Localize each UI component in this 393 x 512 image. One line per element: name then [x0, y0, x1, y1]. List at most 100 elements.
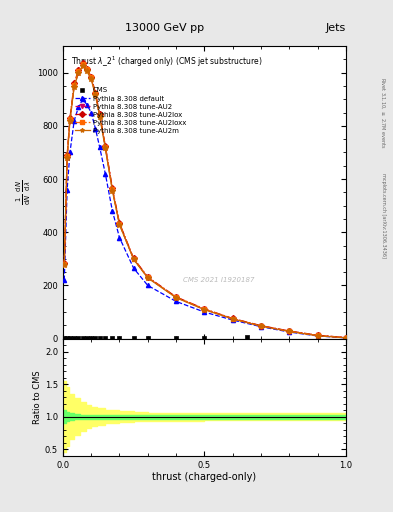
Pythia 8.308 tune-AU2loxx [343, 334, 348, 340]
Pythia 8.308 default [93, 125, 98, 132]
Pythia 8.308 tune-AU2lox [110, 185, 115, 191]
Pythia 8.308 tune-AU2m [145, 275, 150, 281]
CMS [97, 334, 103, 342]
Pythia 8.308 tune-AU2loxx [68, 116, 72, 122]
Pythia 8.308 tune-AU2loxx [315, 332, 320, 338]
Pythia 8.308 tune-AU2 [315, 332, 320, 338]
Pythia 8.308 tune-AU2loxx [103, 143, 108, 150]
Pythia 8.308 tune-AU2m [72, 83, 77, 90]
Pythia 8.308 default [76, 104, 81, 110]
Pythia 8.308 tune-AU2 [89, 75, 94, 81]
Pythia 8.308 tune-AU2lox [230, 315, 235, 322]
Pythia 8.308 tune-AU2lox [131, 255, 136, 262]
Y-axis label: Ratio to CMS: Ratio to CMS [33, 370, 42, 424]
Pythia 8.308 tune-AU2 [93, 91, 98, 97]
Pythia 8.308 tune-AU2loxx [117, 221, 122, 227]
Pythia 8.308 tune-AU2lox [174, 294, 178, 300]
CMS [130, 334, 137, 342]
CMS [145, 334, 151, 342]
Y-axis label: $\frac{1}{\mathrm{d}N}$ $\frac{\mathrm{d}N}{\mathrm{d}\lambda}$: $\frac{1}{\mathrm{d}N}$ $\frac{\mathrm{d… [15, 180, 33, 205]
Pythia 8.308 tune-AU2lox [76, 67, 81, 73]
Pythia 8.308 default [97, 144, 102, 150]
Pythia 8.308 tune-AU2lox [62, 260, 67, 266]
CMS [116, 334, 123, 342]
CMS [109, 334, 116, 342]
Text: Thrust $\lambda$_2$^1$ (charged only) (CMS jet substructure): Thrust $\lambda$_2$^1$ (charged only) (C… [72, 55, 263, 69]
Pythia 8.308 default [202, 309, 207, 315]
CMS [92, 334, 99, 342]
Pythia 8.308 tune-AU2loxx [93, 90, 98, 96]
CMS [75, 334, 82, 342]
Pythia 8.308 default [65, 187, 70, 193]
Text: Rivet 3.1.10, $\geq$ 2.7M events: Rivet 3.1.10, $\geq$ 2.7M events [379, 77, 387, 148]
Pythia 8.308 tune-AU2loxx [76, 68, 81, 74]
Pythia 8.308 default [68, 150, 72, 156]
Pythia 8.308 tune-AU2 [68, 117, 72, 123]
Pythia 8.308 tune-AU2m [68, 118, 72, 124]
Pythia 8.308 default [174, 298, 178, 305]
Pythia 8.308 tune-AU2m [62, 262, 67, 268]
Pythia 8.308 tune-AU2lox [145, 274, 150, 280]
Pythia 8.308 tune-AU2 [259, 323, 263, 329]
Line: Pythia 8.308 tune-AU2: Pythia 8.308 tune-AU2 [62, 62, 348, 339]
Pythia 8.308 default [287, 329, 292, 335]
Pythia 8.308 tune-AU2m [76, 70, 81, 76]
Pythia 8.308 tune-AU2 [97, 112, 102, 118]
Pythia 8.308 tune-AU2lox [202, 306, 207, 312]
Pythia 8.308 tune-AU2loxx [131, 256, 136, 262]
Line: Pythia 8.308 tune-AU2m: Pythia 8.308 tune-AU2m [62, 63, 349, 340]
Pythia 8.308 tune-AU2loxx [202, 306, 207, 312]
Pythia 8.308 tune-AU2lox [287, 328, 292, 334]
Pythia 8.308 tune-AU2m [202, 307, 207, 313]
CMS [64, 334, 70, 342]
CMS [79, 334, 86, 342]
Pythia 8.308 tune-AU2loxx [174, 294, 178, 300]
Pythia 8.308 tune-AU2m [80, 63, 85, 69]
Pythia 8.308 tune-AU2m [174, 294, 178, 301]
Pythia 8.308 tune-AU2loxx [230, 315, 235, 322]
Pythia 8.308 tune-AU2 [84, 67, 89, 73]
Pythia 8.308 tune-AU2lox [84, 66, 89, 72]
Pythia 8.308 tune-AU2 [230, 315, 235, 322]
Pythia 8.308 tune-AU2 [287, 328, 292, 334]
Pythia 8.308 default [117, 234, 122, 241]
Pythia 8.308 tune-AU2m [103, 145, 108, 152]
Text: CMS 2021 I1920187: CMS 2021 I1920187 [183, 277, 254, 283]
Pythia 8.308 default [80, 96, 85, 102]
Pythia 8.308 default [230, 317, 235, 323]
CMS [201, 334, 208, 342]
Pythia 8.308 default [131, 265, 136, 271]
Pythia 8.308 tune-AU2lox [72, 80, 77, 87]
Pythia 8.308 tune-AU2lox [80, 60, 85, 67]
Pythia 8.308 default [259, 324, 263, 330]
Line: Pythia 8.308 default: Pythia 8.308 default [62, 97, 348, 340]
Pythia 8.308 default [110, 208, 115, 214]
Pythia 8.308 tune-AU2lox [97, 111, 102, 117]
Pythia 8.308 tune-AU2 [62, 261, 67, 267]
Pythia 8.308 tune-AU2 [110, 187, 115, 193]
Pythia 8.308 tune-AU2m [89, 76, 94, 82]
Text: Jets: Jets [325, 23, 346, 33]
Pythia 8.308 tune-AU2lox [93, 90, 98, 96]
Pythia 8.308 tune-AU2lox [117, 220, 122, 226]
Pythia 8.308 default [62, 277, 67, 283]
Pythia 8.308 tune-AU2loxx [80, 61, 85, 67]
Pythia 8.308 tune-AU2loxx [287, 328, 292, 334]
Pythia 8.308 tune-AU2 [103, 144, 108, 150]
Pythia 8.308 tune-AU2loxx [110, 186, 115, 192]
Pythia 8.308 tune-AU2m [97, 114, 102, 120]
CMS [61, 334, 68, 342]
Pythia 8.308 tune-AU2 [202, 306, 207, 312]
X-axis label: thrust (charged-only): thrust (charged-only) [152, 472, 256, 482]
Pythia 8.308 tune-AU2m [259, 323, 263, 329]
CMS [102, 334, 108, 342]
Pythia 8.308 tune-AU2 [80, 61, 85, 68]
Pythia 8.308 tune-AU2m [110, 188, 115, 194]
Pythia 8.308 tune-AU2m [230, 316, 235, 322]
Legend: CMS, Pythia 8.308 default, Pythia 8.308 tune-AU2, Pythia 8.308 tune-AU2lox, Pyth: CMS, Pythia 8.308 default, Pythia 8.308 … [72, 84, 189, 137]
Pythia 8.308 tune-AU2 [72, 83, 77, 89]
Pythia 8.308 default [72, 117, 77, 123]
CMS [244, 333, 250, 342]
Pythia 8.308 tune-AU2 [174, 294, 178, 301]
Pythia 8.308 tune-AU2m [84, 68, 89, 74]
